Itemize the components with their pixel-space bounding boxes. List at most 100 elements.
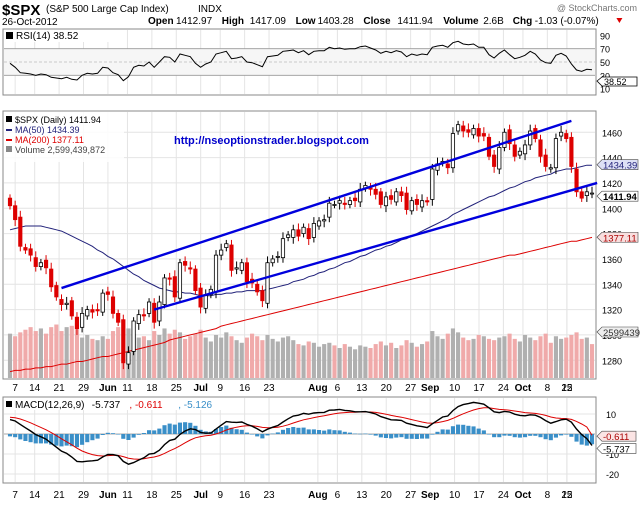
quote-value: 1403.28 (318, 16, 355, 27)
macd-histogram-bar (280, 429, 286, 434)
volume-bar (502, 336, 507, 378)
volume-bar (167, 333, 172, 378)
macd-legend: MACD(12,26,9) -5.737 , -0.611 , -5.126 (4, 398, 234, 411)
candle-body (492, 154, 497, 167)
candle-body (332, 204, 337, 206)
x-tick-label: 27 (405, 490, 417, 501)
volume-bar (512, 338, 517, 378)
macd-histogram-bar (13, 434, 18, 438)
candle-body (183, 261, 188, 266)
macd-histogram-bar (141, 433, 146, 434)
macd-histogram-bar (553, 434, 559, 438)
volume-bar (224, 332, 229, 378)
macd-histogram-bar (219, 427, 224, 434)
chart-header: $SPX (S&P 500 Large Cap Index) INDX @ St… (2, 2, 637, 28)
quote-label: High (222, 16, 244, 27)
candle-body (430, 168, 435, 200)
x-tick-label: Aug (308, 383, 327, 394)
candle-body (270, 258, 275, 264)
volume-bar (219, 337, 224, 378)
macd-histogram-bar (512, 434, 517, 438)
volume-bar (368, 348, 373, 378)
candle-body (203, 295, 208, 309)
macd-value-tag-box (596, 443, 637, 454)
candle-body (275, 255, 280, 258)
macd-histogram-bar (347, 432, 352, 434)
macd-histogram-bar (260, 434, 265, 439)
volume-bar (239, 342, 244, 378)
candle-body (33, 257, 38, 267)
rsi-tick-label: 30 (600, 71, 610, 81)
macd-histogram-bar (167, 423, 172, 434)
macd-histogram-bar (38, 434, 43, 444)
quote-label: Open (148, 16, 174, 27)
volume-bar (316, 346, 322, 378)
x-tick-label: 16 (239, 490, 251, 501)
legend-swatch (6, 116, 12, 122)
candle-body (373, 188, 378, 195)
volume-bar (74, 323, 80, 378)
ma200-tag-box (596, 231, 639, 243)
volume-bar (389, 342, 394, 378)
macd-histogram-bar (383, 434, 389, 438)
volume-bar (543, 333, 548, 378)
volume-bar (275, 341, 280, 378)
candle-body (59, 299, 64, 305)
volume-bar (414, 346, 419, 378)
macd-histogram-bar (342, 431, 347, 434)
x-tick-label: 18 (146, 490, 158, 501)
x-tick-label: 13 (356, 490, 368, 501)
volume-bar (234, 340, 239, 378)
x-axis-lower: 7 14 21 29 Jun 11 18 25 Jul 9 16 23 Aug 6 13 20 27 Sep 10 1… (12, 490, 573, 501)
volume-bar (90, 338, 95, 378)
volume-bar (517, 341, 522, 378)
close-tag-box (596, 190, 639, 202)
x-tick-label: 22 (561, 383, 573, 394)
x-tick-label: 27 (405, 383, 417, 394)
macd-histogram-bar (69, 434, 74, 447)
channel-upper-line (61, 119, 572, 290)
volume-bar (327, 342, 332, 378)
volume-bar (136, 337, 141, 378)
candle-body (74, 316, 80, 330)
candle-body (54, 285, 59, 298)
candle-body (177, 262, 183, 299)
candle-body (49, 268, 54, 288)
candle-body (188, 267, 193, 270)
candle-body (229, 244, 234, 271)
macd-panel: MACD(12,26,9)-5.737, -0.611, -5.126 100-… (2, 396, 637, 484)
price-tick-label: 1440 (602, 154, 622, 164)
candle-body (419, 200, 425, 208)
x-tick-label: 29 (78, 490, 90, 501)
macd-histogram-bar (414, 434, 419, 439)
macd-histogram-bar (569, 434, 574, 437)
volume-bar (363, 346, 368, 378)
macd-histogram-bar (543, 434, 548, 440)
candle-body (244, 262, 249, 283)
macd-panel-frame (2, 396, 597, 484)
volume-bar (80, 337, 85, 378)
rsi-legend: RSI(14) 38.52 (16, 31, 79, 42)
volume-bar (548, 342, 553, 378)
volume-bar (95, 340, 100, 378)
down-arrow-icon (616, 18, 623, 23)
volume-bar (471, 338, 476, 378)
candle-body (389, 195, 394, 200)
quote-label: Low (296, 16, 316, 27)
x-tick-label: 14 (29, 490, 41, 501)
volume-bar (342, 344, 347, 378)
macd-histogram-bar (213, 429, 219, 434)
quote-value: 1412.97 (176, 16, 213, 27)
volume-bar (152, 331, 157, 378)
x-tick-label: Sep (421, 490, 439, 501)
quote-value: 1411.94 (397, 16, 433, 27)
macd-histogram-bar (18, 434, 23, 440)
volume-bar (574, 332, 579, 378)
volume-bar (486, 338, 492, 378)
volume-bar (172, 329, 177, 378)
macd-histogram-bar (64, 434, 69, 446)
volume-bar (564, 337, 569, 378)
quote-label: Volume (443, 16, 479, 27)
macd-histogram-bar (229, 427, 234, 434)
